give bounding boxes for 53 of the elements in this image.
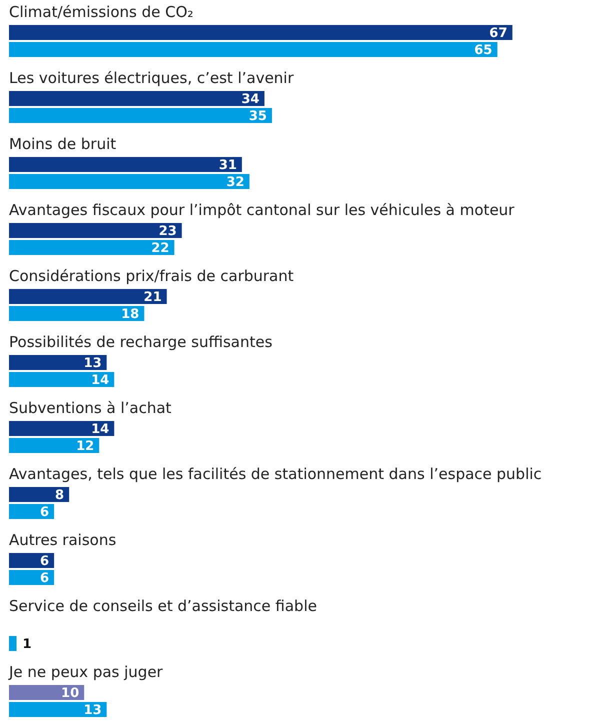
bar (9, 42, 498, 57)
y-tick-label: Avantages, tels que les facilités de stationnement dans l’espace public (9, 465, 542, 483)
data-label: 31 (218, 158, 237, 173)
bar (9, 355, 107, 370)
bar (9, 240, 174, 255)
bar (9, 306, 144, 321)
y-tick-label: Service de conseils et d’assistance fiable (9, 597, 317, 615)
data-label: 67 (489, 26, 508, 41)
data-label: 35 (248, 109, 267, 124)
bar (9, 504, 54, 519)
data-label: 13 (84, 703, 102, 718)
bar (9, 157, 242, 172)
bar (9, 223, 182, 238)
data-label: 12 (76, 439, 94, 454)
data-label: 1 (22, 637, 32, 652)
bar (9, 636, 17, 651)
data-label: 6 (40, 571, 50, 586)
data-label: 10 (61, 686, 80, 701)
data-label: 22 (151, 241, 170, 256)
y-tick-label: Subventions à l’achat (9, 399, 172, 417)
y-tick-label: Moins de bruit (9, 135, 116, 153)
y-tick-label: Avantages fiscaux pour l’impôt cantonal sur les véhicules à moteur (9, 201, 516, 219)
bar (9, 570, 54, 585)
data-label: 23 (158, 224, 177, 239)
data-label: 65 (474, 43, 492, 58)
y-tick-label: Autres raisons (9, 531, 116, 549)
y-tick-label: Considérations prix/frais de carburant (9, 267, 294, 285)
bar (9, 685, 84, 700)
y-tick-label: Climat/émissions de CO₂ (9, 3, 194, 21)
data-label: 18 (121, 307, 140, 322)
bar (9, 91, 264, 106)
bar (9, 25, 512, 40)
bar (9, 487, 70, 502)
bar (9, 289, 167, 304)
y-tick-label: Possibilités de recharge suffisantes (9, 333, 273, 351)
bar (9, 702, 107, 717)
bar (9, 174, 250, 189)
data-label: 14 (91, 373, 110, 388)
bar (9, 108, 272, 123)
data-label: 21 (144, 290, 162, 305)
bar (9, 553, 54, 568)
data-label: 13 (84, 356, 102, 371)
bar (9, 421, 114, 436)
bar (9, 438, 100, 453)
data-label: 34 (241, 92, 260, 107)
data-label: 14 (91, 422, 110, 437)
y-tick-label: Je ne peux pas juger (8, 663, 164, 681)
bar (9, 372, 114, 387)
data-label: 32 (226, 175, 244, 190)
y-tick-label: Les voitures électriques, c’est l’avenir (9, 69, 294, 87)
data-label: 6 (40, 505, 50, 520)
data-label: 8 (55, 488, 64, 503)
data-label: 6 (40, 554, 50, 569)
